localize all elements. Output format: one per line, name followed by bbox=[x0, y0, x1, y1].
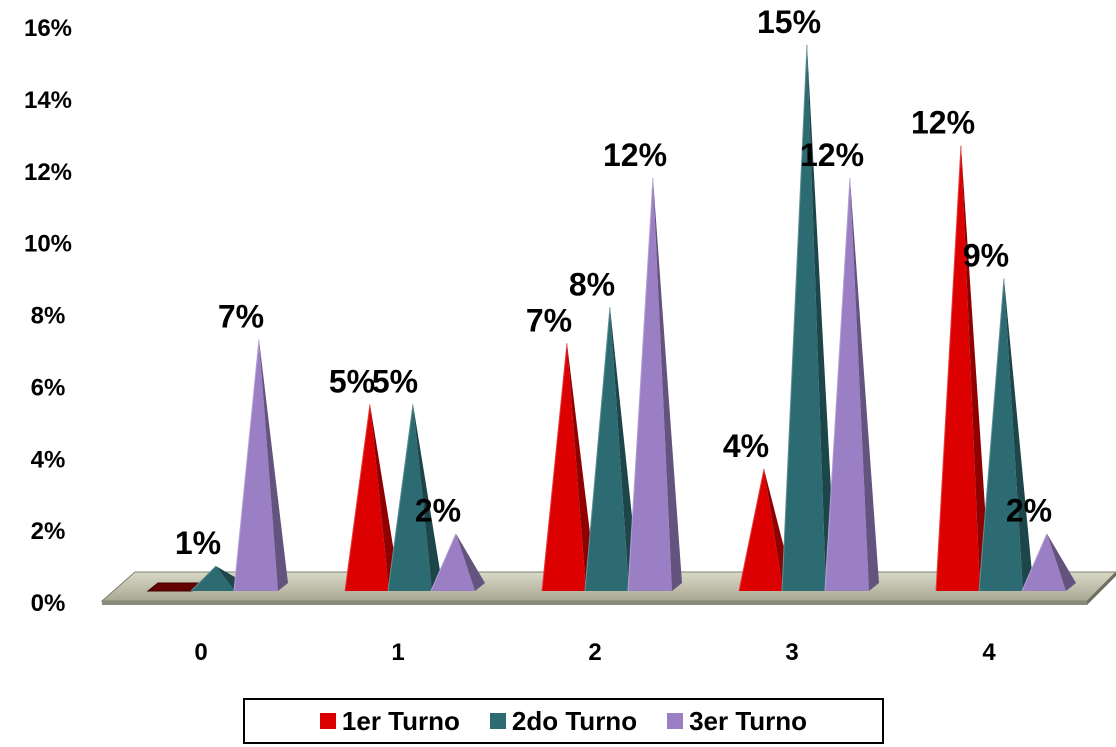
data-label: 12% bbox=[603, 137, 667, 173]
legend-item-series-2: 2do Turno bbox=[489, 705, 638, 737]
floor-side-edge bbox=[1087, 572, 1116, 605]
data-label: 1% bbox=[175, 525, 221, 561]
pyramid-front-face bbox=[825, 177, 869, 591]
pyramid-side-face bbox=[1004, 278, 1033, 591]
pyramid-bar bbox=[430, 533, 485, 592]
pyramid-bar bbox=[824, 177, 879, 592]
data-label: 2% bbox=[1006, 493, 1052, 529]
pyramid-side-face bbox=[850, 177, 879, 591]
pyramid-bar bbox=[978, 278, 1033, 592]
data-label: 12% bbox=[800, 137, 864, 173]
y-tick-label: 2% bbox=[31, 518, 66, 545]
legend-label-series-3: 3er Turno bbox=[689, 705, 808, 736]
pyramid-bar bbox=[781, 44, 836, 592]
y-tick-label: 0% bbox=[31, 590, 66, 617]
pyramid-side-face bbox=[456, 533, 485, 591]
y-tick-label: 14% bbox=[24, 87, 72, 114]
pyramid-front-face bbox=[936, 145, 980, 591]
pyramid-edge-highlight bbox=[584, 307, 611, 592]
data-label: 2% bbox=[415, 493, 461, 529]
pyramid-bar bbox=[233, 339, 288, 592]
legend-item-series-1: 1er Turno bbox=[319, 705, 460, 737]
pyramid-bar bbox=[541, 343, 596, 592]
y-tick-label: 8% bbox=[31, 303, 66, 330]
x-tick-label: 1 bbox=[391, 639, 404, 666]
pyramid-front-face bbox=[628, 177, 672, 591]
pyramid-edge-highlight bbox=[344, 404, 371, 592]
legend-swatch-series-1 bbox=[319, 713, 336, 729]
legend-swatch-series-3 bbox=[667, 713, 684, 729]
y-tick-label: 6% bbox=[31, 374, 66, 401]
pyramid-bars bbox=[146, 44, 1076, 592]
y-tick-label: 4% bbox=[31, 446, 66, 473]
data-label: 8% bbox=[569, 266, 615, 302]
data-labels: 1%7%5%5%2%7%8%12%4%15%12%12%9%2% bbox=[175, 4, 1052, 561]
pyramid-edge-highlight bbox=[190, 565, 217, 592]
pyramid-bar bbox=[1021, 533, 1076, 592]
x-tick-label: 0 bbox=[194, 639, 207, 666]
x-axis-ticks: 0 1 2 3 4 bbox=[194, 639, 996, 666]
pyramid-front-face bbox=[585, 307, 629, 591]
pyramid-side-face bbox=[961, 145, 990, 591]
pyramid-front-face bbox=[191, 566, 235, 591]
pyramid-bar bbox=[935, 145, 990, 592]
data-label: 12% bbox=[911, 105, 975, 141]
chart-legend: 1er Turno 2do Turno 3er Turno bbox=[243, 698, 884, 744]
legend-label-series-2: 2do Turno bbox=[511, 705, 638, 736]
pyramid-front-face bbox=[542, 343, 586, 591]
pyramid-edge-highlight bbox=[430, 533, 457, 592]
pyramid-side-face bbox=[370, 404, 399, 591]
pyramid-front-face bbox=[388, 404, 432, 591]
pyramid-side-face bbox=[567, 343, 596, 591]
data-label: 7% bbox=[218, 299, 264, 335]
pyramid-edge-highlight bbox=[935, 145, 962, 592]
pyramid-bar bbox=[387, 404, 442, 592]
pyramid-edge-highlight bbox=[824, 177, 851, 592]
pyramid-front-face bbox=[234, 339, 278, 591]
pyramid-side-face bbox=[413, 404, 442, 591]
y-axis-ticks: 0% 2% 4% 6% 8% 10% 12% 14% 16% bbox=[24, 15, 72, 617]
pyramid-edge-highlight bbox=[233, 339, 260, 592]
data-label: 5% bbox=[329, 363, 375, 399]
legend-label-series-1: 1er Turno bbox=[341, 705, 460, 736]
legend-item-series-3: 3er Turno bbox=[667, 706, 807, 737]
pyramid-side-face bbox=[1047, 533, 1076, 591]
x-tick-label: 4 bbox=[982, 639, 996, 666]
pyramid-front-face bbox=[431, 533, 475, 591]
y-tick-label: 16% bbox=[24, 15, 72, 42]
data-label: 5% bbox=[372, 363, 418, 399]
pyramid-bar bbox=[584, 307, 639, 592]
pyramid-side-face bbox=[653, 177, 682, 591]
pyramid-edge-highlight bbox=[781, 44, 808, 592]
legend-swatch-series-2 bbox=[489, 713, 506, 729]
pyramid-edge-highlight bbox=[387, 404, 414, 592]
pyramid-front-face bbox=[345, 404, 389, 591]
pyramid-front-face bbox=[979, 278, 1023, 591]
pyramid-front-face bbox=[1022, 533, 1066, 591]
pyramid-edge-highlight bbox=[541, 343, 568, 592]
y-tick-label: 12% bbox=[24, 159, 72, 186]
data-label: 15% bbox=[757, 4, 821, 40]
pyramid-bar bbox=[627, 177, 682, 592]
floor-front-edge bbox=[102, 601, 1087, 605]
pyramid-edge-highlight bbox=[738, 468, 765, 592]
pyramid-edge-highlight bbox=[1021, 533, 1048, 592]
pyramid-front-face bbox=[739, 469, 783, 591]
pyramid-side-face bbox=[259, 339, 288, 591]
pyramid-front-face bbox=[782, 44, 826, 591]
pyramid-edge-highlight bbox=[978, 278, 1005, 592]
pyramid-side-face bbox=[807, 44, 836, 591]
data-label: 7% bbox=[526, 302, 572, 338]
x-tick-label: 2 bbox=[588, 639, 601, 666]
data-label: 4% bbox=[723, 428, 769, 464]
data-label: 9% bbox=[963, 238, 1009, 274]
pyramid-bar bbox=[344, 404, 399, 592]
pyramid-side-face bbox=[610, 307, 639, 591]
y-tick-label: 10% bbox=[24, 231, 72, 258]
x-tick-label: 3 bbox=[785, 639, 798, 666]
pyramid-edge-highlight bbox=[627, 177, 654, 592]
